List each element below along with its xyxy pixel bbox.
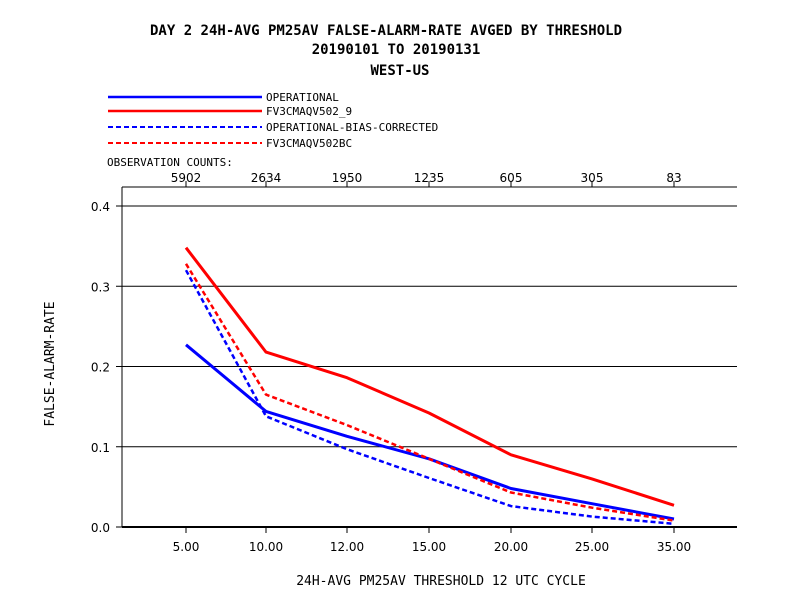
y-tick-label: 0.0 (91, 521, 110, 535)
observation-count: 5902 (171, 171, 202, 185)
x-tick-label: 15.00 (412, 540, 446, 554)
observation-count: 2634 (251, 171, 282, 185)
legend-label: OPERATIONAL-BIAS-CORRECTED (266, 121, 438, 134)
legend-label: FV3CMAQV502BC (266, 137, 352, 150)
y-tick-label: 0.4 (91, 200, 110, 214)
series-line (185, 343, 675, 521)
y-tick-label: 0.1 (91, 441, 110, 455)
x-axis-label: 24H-AVG PM25AV THRESHOLD 12 UTC CYCLE (296, 574, 586, 589)
chart-title: DAY 2 24H-AVG PM25AV FALSE-ALARM-RATE AV… (150, 23, 622, 39)
x-tick-label: 10.00 (249, 540, 283, 554)
chart-titles: DAY 2 24H-AVG PM25AV FALSE-ALARM-RATE AV… (150, 23, 622, 79)
legend-label: FV3CMAQV502_9 (266, 105, 352, 118)
observation-count: 1950 (332, 171, 363, 185)
x-tick-label: 12.00 (330, 540, 364, 554)
observation-count: 305 (581, 171, 604, 185)
plot-area: 0.0 0.1 0.2 0.3 0.4 5.00 10.00 12.00 15.00 20.00 2… (91, 181, 737, 554)
y-axis-label: FALSE-ALARM-RATE (43, 301, 58, 426)
observation-count: 83 (666, 171, 681, 185)
observation-counts: OBSERVATION COUNTS: 5902 2634 1950 1235 605 3… (107, 156, 682, 185)
chart-subtitle-dates: 20190101 TO 20190131 (312, 42, 481, 58)
series-line (184, 263, 675, 522)
x-tick-label: 25.00 (575, 540, 609, 554)
observation-count: 1235 (414, 171, 445, 185)
series-line (184, 269, 675, 526)
y-tick-label: 0.3 (91, 280, 110, 294)
legend-label: OPERATIONAL (266, 91, 339, 104)
series-line (184, 246, 675, 507)
x-tick-label: 20.00 (494, 540, 528, 554)
x-tick-label: 35.00 (657, 540, 691, 554)
y-tick-label: 0.2 (91, 361, 110, 375)
x-tick-label: 5.00 (173, 540, 200, 554)
chart-subtitle-region: WEST-US (370, 63, 429, 79)
observation-counts-label: OBSERVATION COUNTS: (107, 156, 233, 169)
observation-count: 605 (500, 171, 523, 185)
